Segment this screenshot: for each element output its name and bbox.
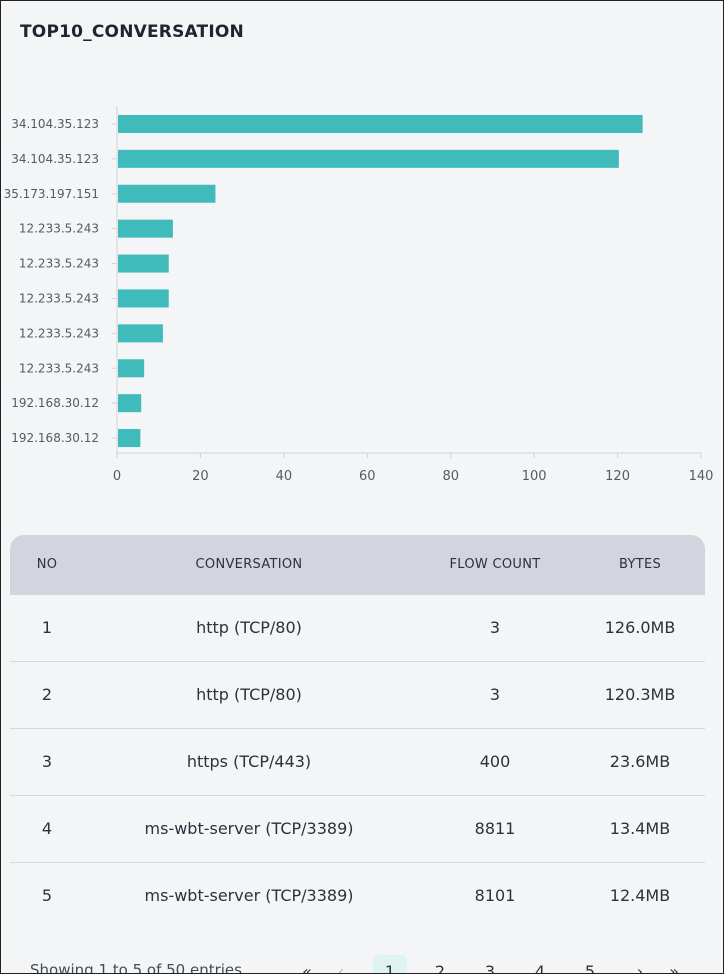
- table-row[interactable]: 2 http (TCP/80) 3 120.3MB: [10, 662, 705, 729]
- cell-bytes: 23.6MB: [609, 752, 671, 771]
- bar: [118, 429, 141, 448]
- header-bytes[interactable]: BYTES: [618, 557, 662, 572]
- header-conversation[interactable]: CONVERSATION: [195, 557, 303, 572]
- header-no[interactable]: NO: [36, 557, 58, 572]
- bar: [118, 289, 169, 308]
- category-label: 12.233.5.243: [19, 361, 99, 375]
- bar: [118, 254, 169, 273]
- bar: [118, 149, 619, 168]
- cell-bytes: 12.4MB: [609, 886, 671, 905]
- page-button-2[interactable]: 2: [434, 962, 446, 974]
- cell-no: 3: [41, 752, 53, 771]
- cell-no: 5: [41, 886, 53, 905]
- category-label: 192.168.30.12: [11, 431, 99, 445]
- page-button-4[interactable]: 4: [534, 962, 546, 974]
- category-label: 12.233.5.243: [19, 326, 99, 340]
- bar-chart: 0 20 40 60 80 100 120 140 34.104.35.123 34.104.35…: [4, 106, 714, 484]
- category-label: 12.233.5.243: [19, 222, 99, 236]
- widget-title: TOP10_CONVERSATION: [20, 22, 244, 42]
- x-tick-label: 100: [522, 469, 547, 484]
- category-label: 34.104.35.123: [11, 117, 99, 131]
- cell-bytes: 13.4MB: [609, 819, 671, 838]
- category-label: 35.173.197.151: [4, 187, 99, 201]
- table-row[interactable]: 5 ms-wbt-server (TCP/3389) 8101 12.4MB: [10, 863, 705, 929]
- page-button-5[interactable]: 5: [584, 962, 596, 974]
- table-row[interactable]: 4 ms-wbt-server (TCP/3389) 8811 13.4MB: [10, 796, 705, 863]
- category-label: 12.233.5.243: [19, 291, 99, 305]
- cell-conversation: ms-wbt-server (TCP/3389): [144, 819, 354, 838]
- bar: [118, 114, 643, 133]
- table-row[interactable]: 3 https (TCP/443) 400 23.6MB: [10, 729, 705, 796]
- page-button-1[interactable]: 1: [373, 955, 407, 973]
- cell-conversation: http (TCP/80): [196, 685, 302, 704]
- table-row[interactable]: 1 http (TCP/80) 3 126.0MB: [10, 595, 705, 662]
- category-label: 34.104.35.123: [11, 152, 99, 166]
- bar: [118, 324, 163, 343]
- bar: [118, 184, 216, 203]
- cell-conversation: https (TCP/443): [186, 752, 312, 771]
- cell-bytes: 120.3MB: [604, 685, 676, 704]
- entries-summary: Showing 1 to 5 of 50 entries: [30, 961, 242, 974]
- x-tick-label: 140: [689, 469, 714, 484]
- first-page-button[interactable]: «: [302, 962, 312, 974]
- x-tick-label: 20: [192, 469, 209, 484]
- cell-conversation: ms-wbt-server (TCP/3389): [144, 886, 354, 905]
- category-label: 12.233.5.243: [19, 257, 99, 271]
- bar: [118, 359, 145, 378]
- cell-bytes: 126.0MB: [604, 618, 676, 637]
- cell-flow-count: 400: [479, 752, 511, 771]
- last-page-button[interactable]: »: [669, 962, 679, 974]
- cell-flow-count: 8811: [474, 819, 516, 838]
- pagination: Showing 1 to 5 of 50 entries « ‹ 1 2 3 4…: [1, 953, 723, 974]
- page-button-3[interactable]: 3: [484, 962, 496, 974]
- header-flow-count[interactable]: FLOW COUNT: [449, 557, 541, 572]
- x-tick-label: 60: [359, 469, 376, 484]
- x-tick-label: 0: [113, 469, 121, 484]
- bar: [118, 394, 142, 413]
- category-label: 192.168.30.12: [11, 396, 99, 410]
- cell-no: 2: [41, 685, 53, 704]
- cell-flow-count: 8101: [474, 886, 516, 905]
- bar: [118, 219, 173, 238]
- cell-no: 1: [41, 618, 53, 637]
- table-header: NO CONVERSATION FLOW COUNT BYTES: [10, 535, 705, 595]
- cell-flow-count: 3: [489, 618, 501, 637]
- x-tick-label: 80: [442, 469, 459, 484]
- cell-conversation: http (TCP/80): [196, 618, 302, 637]
- x-tick-label: 40: [276, 469, 293, 484]
- prev-page-button[interactable]: ‹: [337, 962, 345, 974]
- x-tick-label: 120: [605, 469, 630, 484]
- conversation-table: NO CONVERSATION FLOW COUNT BYTES 1 http …: [10, 535, 705, 929]
- next-page-button[interactable]: ›: [636, 962, 644, 974]
- cell-no: 4: [41, 819, 53, 838]
- cell-flow-count: 3: [489, 685, 501, 704]
